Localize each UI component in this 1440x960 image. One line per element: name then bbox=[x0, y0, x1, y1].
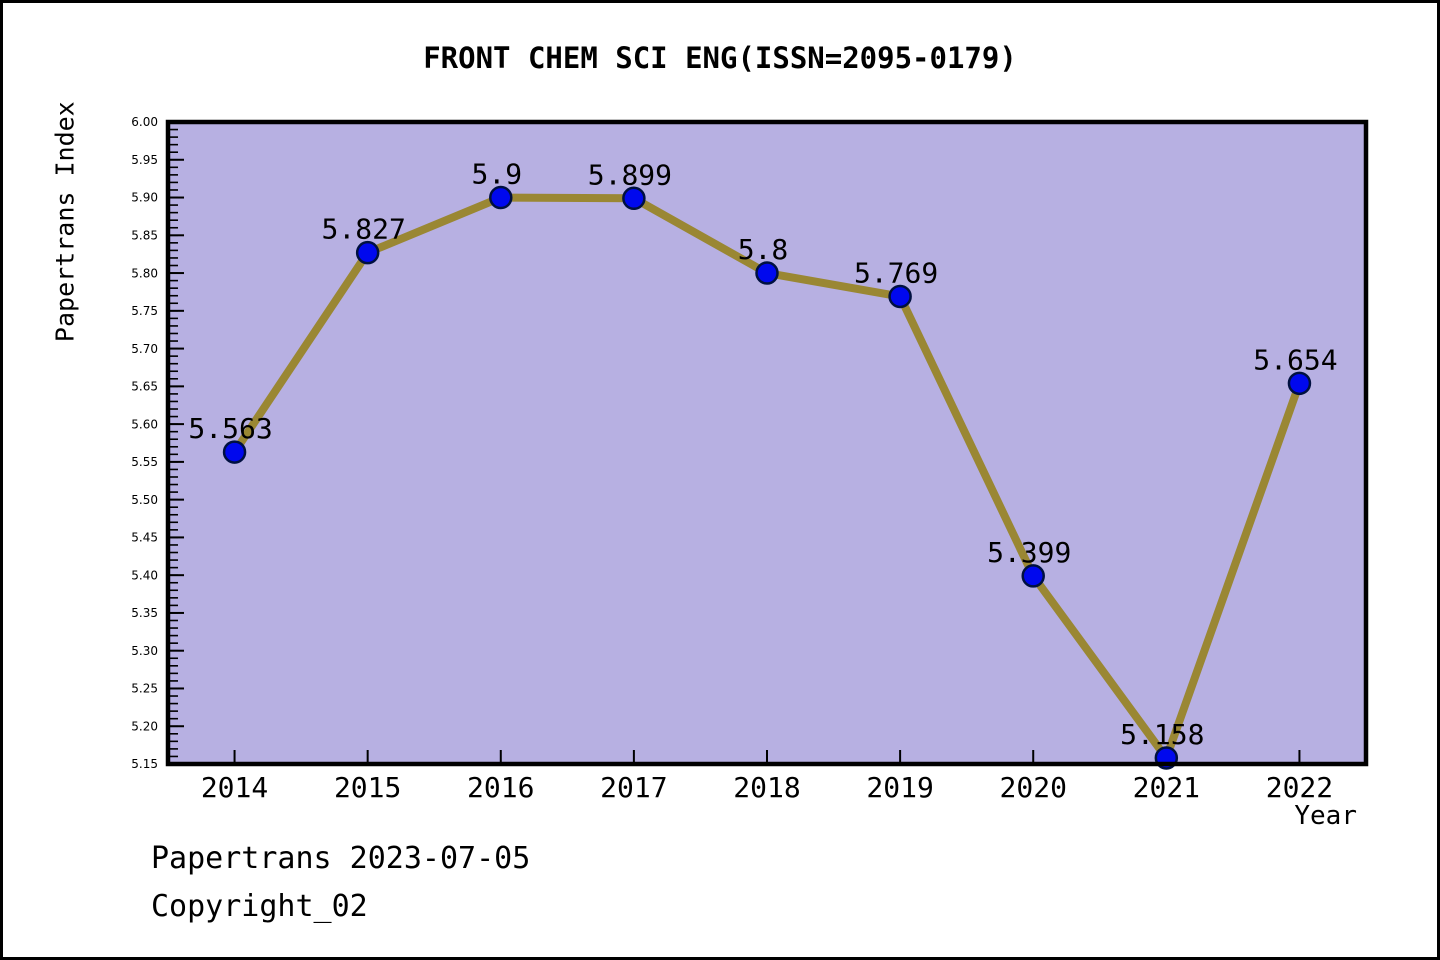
data-point-label: 5.563 bbox=[188, 412, 272, 445]
y-tick-label: 5.20 bbox=[131, 719, 158, 733]
x-tick-label: 2021 bbox=[1133, 771, 1200, 804]
y-tick-label: 5.15 bbox=[131, 757, 158, 771]
y-tick-label: 5.50 bbox=[131, 493, 158, 507]
x-tick-label: 2020 bbox=[1000, 771, 1067, 804]
data-point bbox=[222, 440, 247, 464]
y-tick-label: 5.30 bbox=[131, 644, 158, 658]
x-axis-title: Year bbox=[1294, 801, 1357, 831]
y-tick-label: 5.80 bbox=[131, 266, 158, 280]
y-axis-title: Papertrans Index bbox=[50, 101, 80, 343]
y-tick-label: 5.25 bbox=[131, 682, 158, 696]
y-tick-label: 5.90 bbox=[131, 191, 158, 205]
y-tick-label: 5.40 bbox=[131, 568, 158, 582]
plot-border bbox=[165, 119, 1369, 767]
y-tick-label: 5.70 bbox=[131, 342, 158, 356]
data-point-label: 5.769 bbox=[854, 256, 938, 289]
x-tick-label: 2016 bbox=[467, 771, 534, 804]
y-tick-label: 5.55 bbox=[131, 455, 158, 469]
plot-background bbox=[168, 122, 1366, 764]
data-point bbox=[489, 185, 513, 210]
x-tick-label: 2019 bbox=[866, 771, 933, 804]
y-tick-label: 5.85 bbox=[131, 228, 158, 242]
plot-area: 5.15 5.20 5.25 5.30 5.35 5.40 5.45 5.50 5.55 5.60… bbox=[131, 115, 1369, 804]
y-tick-label: 6.00 bbox=[131, 115, 158, 129]
data-point bbox=[1021, 564, 1045, 588]
x-tick-label: 2017 bbox=[600, 771, 667, 804]
data-point-label: 5.158 bbox=[1120, 718, 1204, 751]
footer-date: Papertrans 2023-07-05 bbox=[151, 841, 531, 876]
data-point bbox=[888, 284, 912, 309]
y-tick-label: 5.45 bbox=[131, 531, 158, 545]
data-point-label: 5.9 bbox=[471, 158, 522, 191]
data-point-label: 5.8 bbox=[738, 233, 789, 266]
y-tick-label: 5.60 bbox=[131, 417, 158, 431]
data-point bbox=[355, 240, 380, 265]
x-tick-label: 2018 bbox=[733, 771, 800, 804]
data-point bbox=[755, 261, 779, 285]
data-point bbox=[1287, 371, 1312, 396]
data-point bbox=[622, 186, 646, 211]
y-tick-label: 5.75 bbox=[131, 304, 158, 318]
footer-copyright: Copyright_02 bbox=[151, 889, 368, 924]
data-point-label: 5.827 bbox=[322, 213, 406, 246]
x-tick-label: 2015 bbox=[334, 771, 401, 804]
data-point-label: 5.899 bbox=[588, 158, 672, 191]
x-tick-label: 2022 bbox=[1266, 771, 1333, 804]
y-tick-label: 5.65 bbox=[131, 380, 158, 394]
data-point-label: 5.399 bbox=[987, 536, 1071, 569]
chart-title: FRONT CHEM SCI ENG(ISSN=2095-0179) bbox=[423, 41, 1017, 75]
data-point-label: 5.654 bbox=[1253, 343, 1337, 376]
y-tick-label: 5.95 bbox=[131, 153, 158, 167]
x-tick-label: 2014 bbox=[201, 771, 268, 804]
line-chart: 5.15 5.20 5.25 5.30 5.35 5.40 5.45 5.50 5.55 5.60… bbox=[131, 115, 1369, 804]
y-tick-label: 5.35 bbox=[131, 606, 158, 620]
